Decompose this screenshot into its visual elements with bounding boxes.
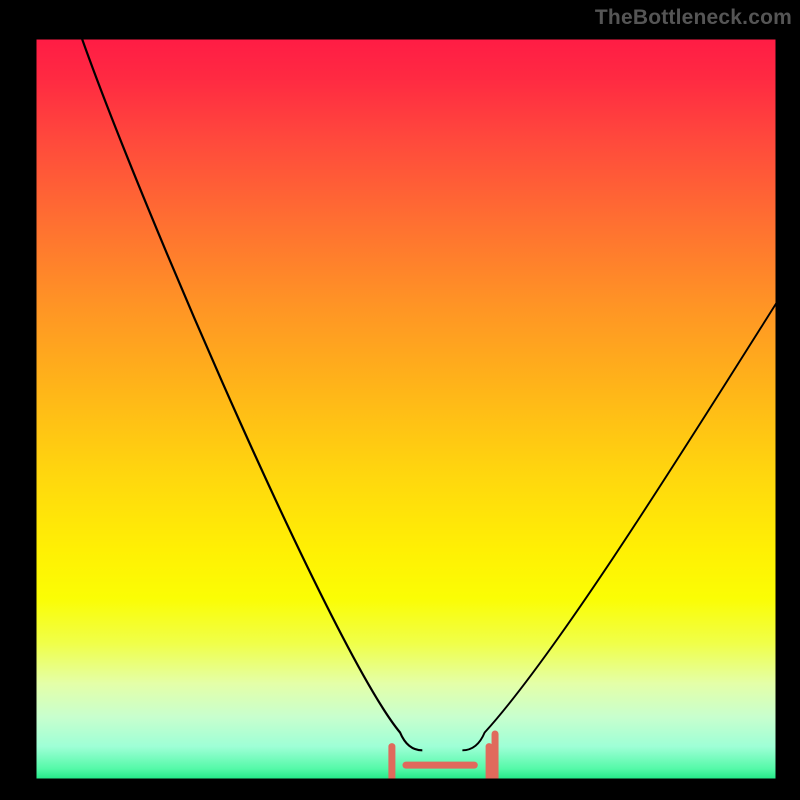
watermark-text: TheBottleneck.com (595, 6, 792, 30)
bottleneck-chart (0, 0, 800, 800)
gradient-background (35, 38, 777, 780)
